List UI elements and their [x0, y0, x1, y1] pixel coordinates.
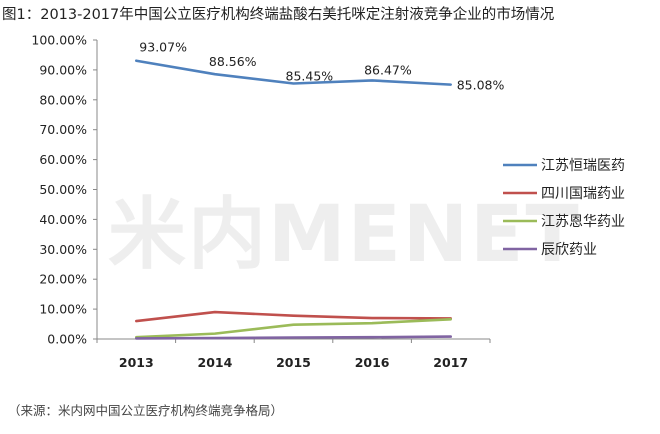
data-label: 93.07% — [139, 40, 187, 55]
legend-label-3: 江苏恩华药业 — [541, 214, 625, 230]
y-tick-label: 30.00% — [39, 242, 87, 257]
legend-label-1: 江苏恒瑞医药 — [541, 158, 625, 174]
series-lines — [135, 59, 453, 340]
y-tick-label: 100.00% — [31, 33, 87, 48]
data-label: 85.45% — [286, 69, 334, 84]
x-tick-label: 2013 — [119, 355, 154, 370]
chart-title: 图1：2013-2017年中国公立医疗机构终端盐酸右美托咪定注射液竞争企业的市场… — [2, 7, 555, 23]
y-tick-label: 50.00% — [39, 182, 87, 197]
x-tick-label: 2014 — [198, 355, 233, 370]
y-tick-label: 70.00% — [39, 122, 87, 137]
data-label: 86.47% — [364, 62, 412, 77]
y-tick-label: 40.00% — [39, 212, 87, 227]
y-tick-label: 80.00% — [39, 92, 87, 107]
x-tick-label: 2016 — [355, 355, 390, 370]
y-tick-label: 20.00% — [39, 272, 87, 287]
legend-label-2: 四川国瑞药业 — [541, 186, 625, 202]
y-axis: 0.00% 10.00% 20.00% 30.00% 40.00% 50.00% 60.00… — [31, 33, 98, 347]
series-line-3 — [135, 317, 453, 339]
y-tick-label: 60.00% — [39, 152, 87, 167]
series-line-4 — [135, 335, 453, 340]
x-tick-label: 2015 — [276, 355, 311, 370]
data-label: 88.56% — [209, 54, 257, 69]
data-labels: 93.07% 88.56% 85.45% 86.47% 85.08% — [139, 40, 504, 93]
y-tick-label: 10.00% — [39, 302, 87, 317]
y-tick-label: 90.00% — [39, 62, 87, 77]
source-note: （来源：米内网中国公立医疗机构终端竞争格局） — [8, 403, 284, 418]
series-line-2 — [135, 310, 453, 323]
series-line-1 — [135, 59, 453, 86]
data-label: 85.08% — [457, 78, 505, 93]
y-tick-label: 0.00% — [47, 332, 87, 347]
x-axis: 2013 2014 2015 2016 2017 — [96, 338, 491, 370]
legend-label-4: 辰欣药业 — [541, 242, 597, 258]
watermark: 米内MENET — [108, 190, 581, 280]
x-tick-label: 2017 — [433, 355, 468, 370]
